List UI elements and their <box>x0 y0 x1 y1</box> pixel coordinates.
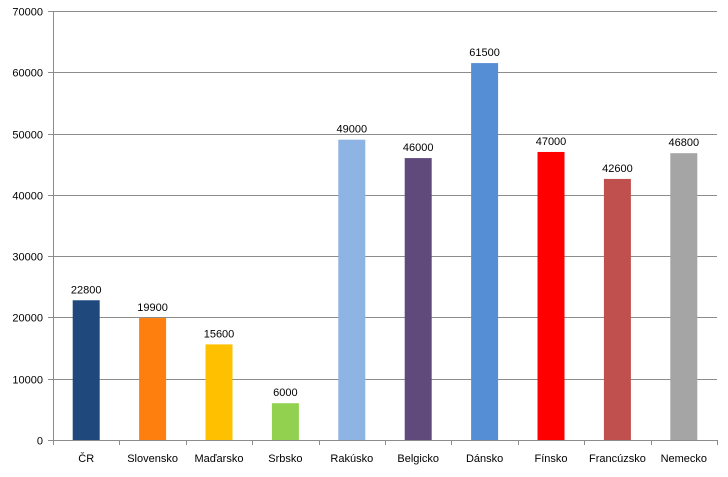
data-label: 15600 <box>204 328 235 340</box>
bar-2 <box>205 344 233 440</box>
y-tick-label: 0 <box>37 436 43 448</box>
data-label: 49000 <box>337 124 368 136</box>
data-label: 19900 <box>137 302 168 314</box>
bar-6 <box>471 63 499 440</box>
bar-4 <box>338 139 366 440</box>
data-label: 46800 <box>669 137 700 149</box>
bar-0 <box>72 300 100 440</box>
data-label: 61500 <box>469 47 500 59</box>
x-tick-label: Belgicko <box>397 453 439 465</box>
y-axis-ticks: 0 10000 20000 30000 40000 50000 60000 70000 <box>12 7 53 448</box>
data-label: 22800 <box>71 284 102 296</box>
bar-3 <box>271 403 299 440</box>
y-tick-label: 30000 <box>12 252 43 264</box>
x-tick-label: Rakúsko <box>330 453 373 465</box>
bar-8 <box>603 178 631 440</box>
x-axis: ČR Slovensko Maďarsko Srbsko Rakúsko Belgicko… <box>53 11 718 465</box>
x-tick-label: Dánsko <box>466 453 503 465</box>
x-tick-label: Maďarsko <box>195 453 244 465</box>
data-label: 42600 <box>602 163 633 175</box>
data-label: 47000 <box>536 136 567 148</box>
y-tick-label: 70000 <box>12 7 43 19</box>
data-label: 46000 <box>403 142 434 154</box>
bar-5 <box>404 158 432 441</box>
bar-1 <box>139 318 167 440</box>
y-tick-label: 20000 <box>12 313 43 325</box>
data-labels: 22800 19900 15600 6000 49000 46000 61500 47000 4… <box>71 47 699 399</box>
bars <box>72 63 698 441</box>
bar-7 <box>537 151 565 440</box>
gridlines <box>53 11 717 380</box>
y-tick-label: 60000 <box>12 68 43 80</box>
y-tick-label: 10000 <box>12 375 43 387</box>
x-tick-label: Srbsko <box>268 453 302 465</box>
x-tick-label: ČR <box>78 452 94 465</box>
x-tick-label: Fínsko <box>534 453 567 465</box>
data-label: 6000 <box>273 387 297 399</box>
x-tick-label: Slovensko <box>127 453 178 465</box>
x-tick-label: Nemecko <box>661 453 707 465</box>
bar-9 <box>670 153 698 440</box>
x-tick-label: Francúzsko <box>589 453 646 465</box>
y-tick-label: 40000 <box>12 191 43 203</box>
y-tick-label: 50000 <box>12 130 43 142</box>
